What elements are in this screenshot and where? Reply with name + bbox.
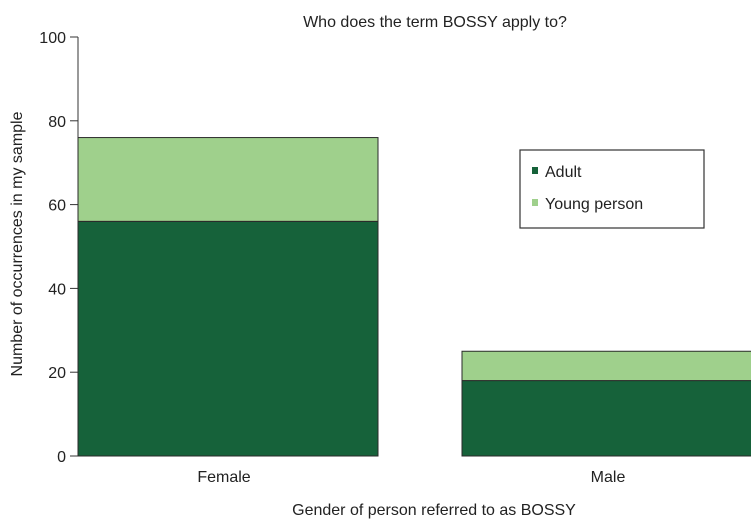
legend: Adult Young person: [519, 149, 705, 229]
bars: [77, 137, 751, 457]
y-tick-label: 40: [48, 281, 66, 298]
x-axis: Female Male: [197, 469, 625, 486]
legend-swatch: [532, 167, 538, 174]
y-tick-label: 100: [39, 30, 66, 47]
bar-female-young-person: [77, 137, 379, 222]
y-tick-label: 0: [57, 449, 66, 466]
x-tick-label: Male: [591, 469, 626, 486]
chart-title: Who does the term BOSSY apply to?: [303, 14, 567, 31]
x-tick-label: Female: [197, 469, 250, 486]
legend-entry-young-person: Young person: [545, 196, 643, 213]
y-tick-label: 60: [48, 198, 66, 215]
bar-male-young-person: [461, 350, 751, 382]
legend-entry-adult: Adult: [545, 164, 582, 181]
y-axis: 0 20 40 60 80 100: [39, 30, 79, 466]
legend-swatch: [532, 199, 538, 206]
bar-female-adult: [77, 220, 379, 457]
y-axis-label: Number of occurrences in my sample: [9, 111, 26, 376]
legend-box: [519, 149, 705, 229]
bar-male-adult: [461, 380, 751, 457]
y-tick-label: 20: [48, 365, 66, 382]
x-axis-label: Gender of person referred to as BOSSY: [292, 502, 576, 519]
y-tick-label: 80: [48, 114, 66, 131]
